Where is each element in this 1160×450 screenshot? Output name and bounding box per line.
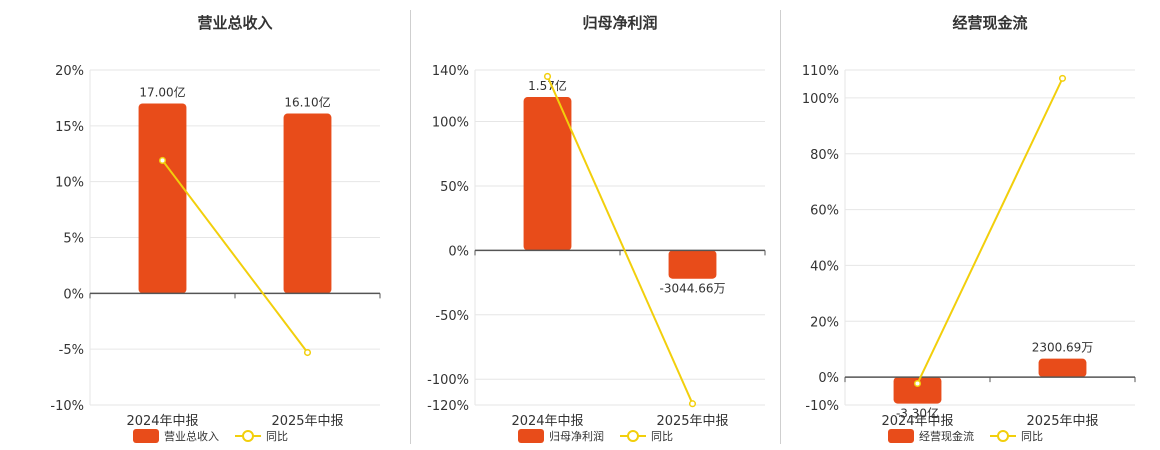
y-tick-label: 140% <box>432 64 469 79</box>
x-category-label: 2025年中报 <box>656 414 728 429</box>
legend-bar-swatch <box>888 429 914 443</box>
bar-data-label: -3.30亿 <box>896 406 939 421</box>
chart-panel-cash-flow: 经营现金流 110% 100% 80% 60% 40% 20% 0% -10% -3.30亿 230… <box>775 0 1147 450</box>
chart-title: 经营现金流 <box>952 14 1027 32</box>
y-tick-label: 20% <box>55 64 84 79</box>
legend: 经营现金流 同比 <box>888 429 1043 443</box>
y-tick-label: 80% <box>810 148 839 163</box>
bar-data-label: 17.00亿 <box>139 85 185 100</box>
yoy-point-2 <box>688 400 697 408</box>
legend-bar-swatch <box>518 429 544 443</box>
bar-1 <box>138 103 187 294</box>
chart-cash-flow: 经营现金流 110% 100% 80% 60% 40% 20% 0% -10% -3.30亿 230… <box>802 14 1136 443</box>
y-tick-label: -10% <box>50 399 84 414</box>
legend-line-marker <box>997 430 1009 442</box>
legend-label: 同比 <box>651 430 673 443</box>
x-category-label: 2024年中报 <box>126 414 198 429</box>
y-tick-label: 100% <box>802 92 839 107</box>
chart-title: 营业总收入 <box>197 14 272 32</box>
chart-title: 归母净利润 <box>582 14 657 32</box>
legend-bar-swatch <box>133 429 159 443</box>
bar-data-label: 16.10亿 <box>284 95 330 110</box>
yoy-point-2 <box>1058 74 1067 82</box>
y-tick-label: 110% <box>802 64 839 79</box>
legend-label: 同比 <box>1021 430 1043 443</box>
panel-divider <box>410 10 411 444</box>
y-tick-label: 40% <box>810 259 839 274</box>
chart-panel-revenue: 营业总收入 20% 15% 10% 5% 0% -5% -10% 17.00亿 16.10亿 202… <box>20 0 392 450</box>
y-tick-label: -10% <box>805 399 839 414</box>
x-category-label: 2025年中报 <box>1026 414 1098 429</box>
chart-revenue: 营业总收入 20% 15% 10% 5% 0% -5% -10% 17.00亿 16.10亿 202… <box>50 14 381 443</box>
y-tick-label: -5% <box>59 343 84 358</box>
x-category-label: 2025年中报 <box>271 414 343 429</box>
legend-label: 营业总收入 <box>164 429 219 443</box>
legend-line-marker <box>627 430 639 442</box>
bar-data-label: 2300.69万 <box>1032 341 1094 355</box>
yoy-point-1 <box>913 379 922 388</box>
y-tick-label: 5% <box>63 232 84 247</box>
bar-2 <box>283 113 332 294</box>
y-tick-label: 10% <box>55 176 84 191</box>
bar-2 <box>668 250 717 279</box>
bar-1 <box>893 377 942 404</box>
y-tick-label: 15% <box>55 120 84 135</box>
bar-1 <box>523 97 572 251</box>
chart-panel-net-profit: 归母净利润 140% 100% 50% 0% -50% -100% -120% 1.57亿 -30… <box>405 0 777 450</box>
yoy-point-1 <box>543 72 552 80</box>
bar-2 <box>1038 358 1087 378</box>
yoy-line <box>916 77 1064 384</box>
y-tick-label: 60% <box>810 204 839 219</box>
yoy-point-2 <box>303 348 312 357</box>
legend-label: 同比 <box>266 430 288 443</box>
y-tick-label: 0% <box>818 371 839 386</box>
x-category-label: 2024年中报 <box>881 414 953 429</box>
y-tick-label: 0% <box>63 287 84 302</box>
legend-line-marker <box>242 430 254 442</box>
x-category-label: 2024年中报 <box>511 414 583 429</box>
y-tick-label: 100% <box>432 116 469 131</box>
yoy-line <box>546 76 694 405</box>
y-tick-label: -50% <box>435 309 469 324</box>
legend: 营业总收入 同比 <box>133 429 288 443</box>
legend-label: 经营现金流 <box>919 429 974 443</box>
y-tick-label: 20% <box>810 315 839 330</box>
yoy-line <box>161 159 309 354</box>
legend: 归母净利润 同比 <box>518 429 673 443</box>
y-tick-label: 0% <box>448 244 469 259</box>
y-tick-label: 50% <box>440 180 469 195</box>
chart-net-profit: 归母净利润 140% 100% 50% 0% -50% -100% -120% 1.57亿 -30… <box>427 14 766 443</box>
bar-data-label: 1.57亿 <box>528 78 567 93</box>
y-tick-label: -120% <box>427 399 469 414</box>
yoy-point-1 <box>158 156 167 164</box>
y-tick-label: -100% <box>427 373 469 388</box>
legend-label: 归母净利润 <box>549 429 604 443</box>
panel-divider <box>780 10 781 444</box>
bar-data-label: -3044.66万 <box>660 282 726 296</box>
